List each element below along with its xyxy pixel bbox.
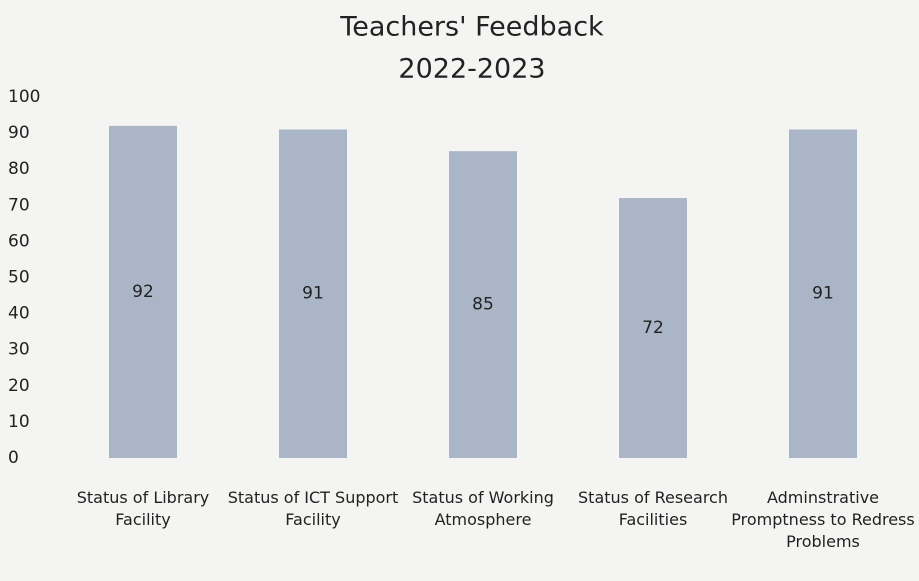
bar — [789, 129, 857, 459]
y-tick-label: 90 — [8, 123, 30, 143]
data-label: 72 — [642, 318, 664, 338]
bar — [109, 125, 177, 458]
bar — [449, 151, 517, 458]
data-label: 92 — [132, 282, 154, 302]
x-tick-label: Status of Research Facilities — [578, 488, 728, 529]
y-tick-label: 10 — [8, 412, 30, 432]
chart-subtitle: 2022-2023 — [398, 54, 545, 85]
bar — [279, 129, 347, 459]
y-tick-label: 40 — [8, 304, 30, 324]
chart-title: Teachers' Feedback — [339, 12, 604, 43]
y-tick-label: 0 — [8, 448, 19, 468]
x-tick-label: Status of Library Facility — [77, 488, 210, 529]
x-tick-label: Status of ICT Support Facility — [228, 488, 399, 529]
x-tick-label: Adminstrative Promptness to Redress Proble… — [731, 488, 914, 551]
x-tick-label: Status of Working Atmosphere — [412, 488, 554, 529]
data-label: 91 — [812, 284, 834, 304]
bar — [619, 198, 687, 458]
data-label: 85 — [472, 295, 494, 315]
y-tick-label: 70 — [8, 195, 30, 215]
y-tick-label: 20 — [8, 376, 30, 396]
data-label: 91 — [302, 284, 324, 304]
y-tick-label: 80 — [8, 159, 30, 179]
y-tick-label: 50 — [8, 268, 30, 288]
y-tick-label: 60 — [8, 231, 30, 251]
y-tick-label: 100 — [8, 87, 40, 107]
y-tick-label: 30 — [8, 340, 30, 360]
